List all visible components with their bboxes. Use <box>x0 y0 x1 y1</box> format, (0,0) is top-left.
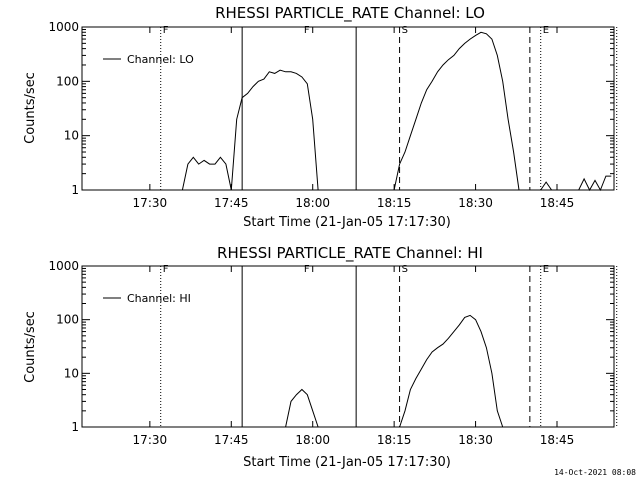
x-axis-label: Start Time (21-Jan-05 17:17:30) <box>243 455 451 470</box>
axis-ticks: 17:30 17:45 18:00 18:15 18:30 18:45 1 10 100 1000 <box>48 259 614 447</box>
y-axis-label: Counts/sec <box>23 311 38 383</box>
plot-frame <box>81 265 615 428</box>
marker-label-S: S <box>402 25 408 36</box>
plot-frame <box>81 26 615 191</box>
marker-label-F: F <box>163 264 169 275</box>
marker-label-F: F <box>304 25 310 36</box>
series-line-1 <box>285 388 319 428</box>
marker-label-F: F <box>163 25 169 36</box>
marker-label-F: F <box>304 264 310 275</box>
y-axis-label: Counts/sec <box>23 72 38 144</box>
y-tick-label: 1 <box>71 420 79 434</box>
y-tick-label: 1000 <box>48 20 79 34</box>
legend: Channel: HI <box>103 292 191 305</box>
chart-title: RHESSI PARTICLE_RATE Channel: LO <box>215 4 485 23</box>
x-tick-label: 17:45 <box>214 433 249 447</box>
y-tick-label: 1 <box>71 183 79 197</box>
series-line-2 <box>399 314 504 428</box>
x-tick-label: 18:00 <box>295 196 330 210</box>
y-tick-label: 100 <box>56 313 79 327</box>
axis-ticks: 17:30 17:45 18:00 18:15 18:30 18:45 1 10 100 1000 <box>48 20 614 210</box>
x-axis-label: Start Time (21-Jan-05 17:17:30) <box>243 215 451 230</box>
y-tick-label: 10 <box>64 129 79 143</box>
x-tick-label: 17:45 <box>214 196 249 210</box>
footer-timestamp: 14-Oct-2021 08:08 <box>554 468 636 477</box>
marker-label-E: E <box>543 25 549 36</box>
panel-lo: RHESSI PARTICLE_RATE Channel: LO Counts/… <box>23 4 618 230</box>
legend: Channel: LO <box>103 53 194 66</box>
legend-label: Channel: HI <box>127 292 191 305</box>
chart-title: RHESSI PARTICLE_RATE Channel: HI <box>217 244 483 263</box>
y-tick-label: 10 <box>64 366 79 380</box>
x-tick-label: 17:30 <box>133 196 168 210</box>
panel-hi: RHESSI PARTICLE_RATE Channel: HI Counts/… <box>23 244 618 470</box>
x-tick-label: 18:00 <box>295 433 330 447</box>
marker-label-S: S <box>402 264 408 275</box>
marker-label-E: E <box>543 264 549 275</box>
x-tick-label: 18:15 <box>377 196 412 210</box>
legend-label: Channel: LO <box>127 53 194 66</box>
x-tick-label: 17:30 <box>133 433 168 447</box>
x-tick-label: 18:45 <box>540 196 575 210</box>
x-tick-label: 18:45 <box>540 433 575 447</box>
series-group <box>181 31 612 192</box>
series-line-3 <box>540 175 612 192</box>
series-group <box>285 314 504 428</box>
x-tick-label: 18:15 <box>377 433 412 447</box>
y-tick-label: 1000 <box>48 259 79 273</box>
x-tick-label: 18:30 <box>458 433 493 447</box>
series-line-2 <box>393 31 520 191</box>
series-line-1 <box>181 69 319 191</box>
x-tick-label: 18:30 <box>458 196 493 210</box>
y-tick-label: 100 <box>56 74 79 88</box>
